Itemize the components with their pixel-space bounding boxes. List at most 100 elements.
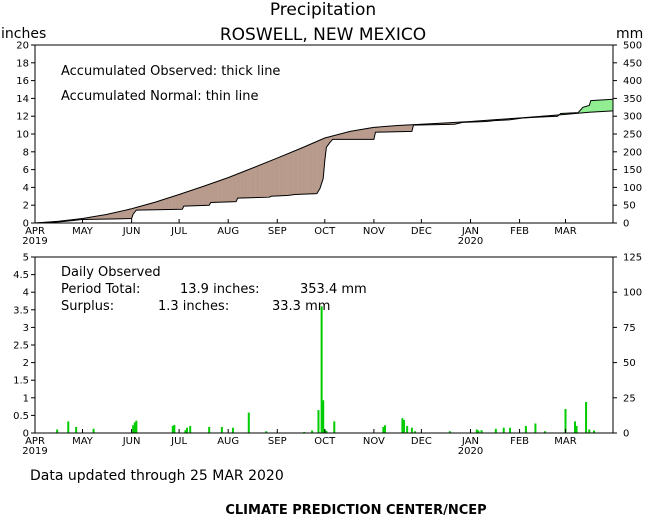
bottom-left-tick-label: 2.5 <box>13 341 29 352</box>
figure-title: Precipitation <box>270 0 376 20</box>
bottom-right-tick-label: 0 <box>623 429 629 440</box>
daily-bar <box>186 427 189 433</box>
top-x-tick-year: 2020 <box>458 236 483 247</box>
bottom-left-tick-label: 2 <box>23 358 29 369</box>
bottom-x-tick-label: AUG <box>217 436 239 447</box>
top-right-unit-label: mm <box>616 26 643 42</box>
accumulated-panel: 0246810121416182005010015020025030035040… <box>16 41 642 248</box>
daily-bar <box>502 427 505 433</box>
daily-bar <box>543 431 546 433</box>
daily-bar <box>410 427 413 433</box>
daily-bars <box>56 306 595 433</box>
top-right-tick-label: 250 <box>623 130 642 141</box>
top-right-tick-label: 150 <box>623 165 642 176</box>
daily-bar <box>480 430 483 433</box>
daily-bar <box>231 427 234 433</box>
daily-bar <box>208 427 211 433</box>
bottom-left-tick-label: 3 <box>23 323 29 334</box>
daily-bar <box>92 428 95 433</box>
top-right-tick-label: 0 <box>623 219 629 230</box>
daily-bar <box>477 430 480 433</box>
bottom-x-tick-year: 2020 <box>458 446 483 457</box>
daily-bar <box>588 429 591 433</box>
top-right-tick-label: 200 <box>623 147 642 158</box>
top-x-tick-label: JUN <box>122 226 141 237</box>
observed-line <box>34 98 614 224</box>
legend-normal-text: Accumulated Normal: thin line <box>61 89 259 104</box>
surplus-inches: 1.3 inches: <box>158 299 229 314</box>
daily-bar <box>333 421 336 433</box>
top-x-tick-label: DEC <box>411 226 432 237</box>
top-right-tick-label: 450 <box>623 58 642 69</box>
legend-observed-text: Accumulated Observed: thick line <box>61 64 280 79</box>
bottom-right-tick-label: 100 <box>623 288 642 299</box>
bottom-x-tick-label: JUN <box>122 436 141 447</box>
top-x-tick-label: AUG <box>217 226 239 237</box>
daily-bar <box>311 430 314 433</box>
top-x-tick-label: MAR <box>554 226 576 237</box>
bottom-x-tick-label: MAR <box>554 436 576 447</box>
daily-bar <box>247 412 250 433</box>
bottom-left-tick-label: 0 <box>23 429 29 440</box>
daily-bar <box>585 402 588 433</box>
daily-observed-heading: Daily Observed <box>61 265 161 280</box>
daily-bar <box>414 431 417 433</box>
period-total-label: Period Total: <box>61 282 140 297</box>
bottom-left-tick-label: 5 <box>23 253 29 264</box>
top-x-tick-label: APR <box>25 226 45 237</box>
daily-bar <box>382 427 385 433</box>
top-right-tick-label: 300 <box>623 112 642 123</box>
bottom-x-tick-label: OCT <box>314 436 336 447</box>
top-axes: 0246810121416182005010015020025030035040… <box>16 41 642 248</box>
bottom-right-tick-label: 75 <box>623 323 636 334</box>
daily-bar <box>406 425 409 433</box>
bottom-x-tick-label: FEB <box>510 436 529 447</box>
top-x-tick-label: JAN <box>461 226 479 237</box>
daily-bar <box>564 409 567 433</box>
top-left-tick-label: 4 <box>23 183 29 194</box>
bottom-x-tick-year: 2019 <box>22 446 47 457</box>
top-left-tick-label: 16 <box>16 76 29 87</box>
top-left-tick-label: 14 <box>16 94 29 105</box>
location-title: ROSWELL, NEW MEXICO <box>220 25 426 45</box>
top-x-tick-label: SEP <box>268 226 287 237</box>
data-updated-note: Data updated through 25 MAR 2020 <box>30 468 284 484</box>
bottom-left-tick-label: 1 <box>23 393 29 404</box>
top-left-tick-label: 12 <box>16 112 29 123</box>
bottom-right-tick-label: 50 <box>623 358 636 369</box>
bottom-x-tick-label: DEC <box>411 436 432 447</box>
top-right-tick-label: 50 <box>623 201 636 212</box>
bottom-x-tick-label: NOV <box>363 436 385 447</box>
top-left-unit-label: inches <box>1 26 46 42</box>
daily-bar <box>171 425 174 433</box>
top-x-tick-label: MAY <box>72 226 94 237</box>
bottom-left-tick-label: 4.5 <box>13 270 29 281</box>
bottom-left-tick-label: 3.5 <box>13 305 29 316</box>
bottom-left-tick-label: 4 <box>23 288 29 299</box>
daily-bar <box>402 419 405 433</box>
top-x-tick-label: NOV <box>363 226 385 237</box>
bottom-axes: 00.511.522.533.544.550255075100125APR201… <box>13 253 642 458</box>
credit-line: CLIMATE PREDICTION CENTER/NCEP <box>225 503 486 518</box>
bottom-x-tick-label: MAY <box>72 436 94 447</box>
daily-bar <box>135 420 138 433</box>
daily-bar <box>322 400 325 433</box>
daily-bar <box>133 422 136 433</box>
top-x-tick-label: OCT <box>314 226 336 237</box>
top-left-tick-label: 2 <box>23 201 29 212</box>
daily-bar <box>383 425 386 433</box>
top-left-tick-label: 0 <box>23 219 29 230</box>
daily-bar <box>575 425 578 433</box>
daily-bar <box>265 431 268 433</box>
top-left-tick-label: 20 <box>16 41 29 52</box>
daily-bar <box>401 418 404 433</box>
daily-panel: 00.511.522.533.544.550255075100125APR201… <box>13 253 642 458</box>
top-right-tick-label: 500 <box>623 41 642 52</box>
period-total-inches: 13.9 inches: <box>180 282 259 297</box>
daily-bar <box>56 429 59 433</box>
surplus-label: Surplus: <box>61 299 114 314</box>
daily-bar <box>524 425 527 433</box>
daily-bar <box>509 427 512 433</box>
bottom-x-tick-label: APR <box>25 436 45 447</box>
